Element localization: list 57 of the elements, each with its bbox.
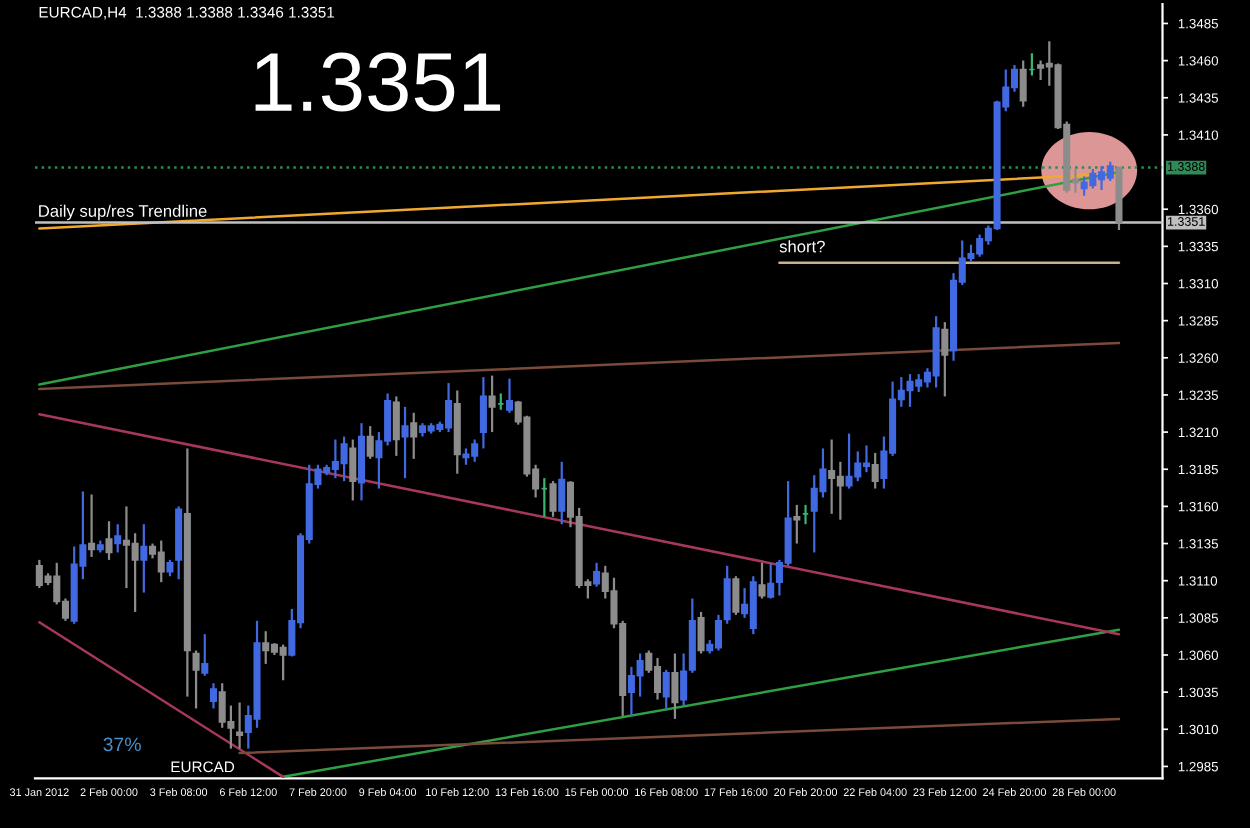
candlestick xyxy=(862,444,871,474)
candlestick xyxy=(401,405,409,480)
candlestick xyxy=(732,575,740,616)
annotation: short? xyxy=(779,240,825,253)
candlestick xyxy=(410,411,418,460)
candlestick xyxy=(88,493,96,559)
candlestick xyxy=(810,474,818,554)
candlestick xyxy=(262,630,270,666)
candlestick xyxy=(1089,167,1097,190)
candlestick xyxy=(1037,59,1045,82)
candlestick xyxy=(1019,59,1027,108)
candlestick xyxy=(906,373,914,408)
candlestick xyxy=(697,610,705,655)
candlestick xyxy=(349,438,357,502)
candlestick xyxy=(218,682,226,729)
candlestick xyxy=(157,539,165,584)
candlestick xyxy=(279,643,287,682)
candlestick xyxy=(558,460,566,526)
candlestick xyxy=(1106,160,1114,183)
annotation: 37% xyxy=(103,737,141,752)
candlestick xyxy=(236,701,244,750)
candlestick xyxy=(549,480,557,518)
candlestick xyxy=(479,376,487,450)
candlestick xyxy=(767,561,775,600)
candlestick xyxy=(836,460,844,521)
candlestick xyxy=(140,523,148,594)
annotation: 1.3351 xyxy=(255,52,501,112)
candlestick xyxy=(871,451,879,490)
candlestick xyxy=(749,575,757,636)
candlestick xyxy=(854,450,862,483)
candlestick xyxy=(758,561,766,600)
candlestick xyxy=(201,633,209,677)
candlestick xyxy=(131,532,139,613)
candlestick xyxy=(845,432,853,490)
candlestick xyxy=(340,435,348,483)
candlestick xyxy=(714,613,722,652)
candlestick xyxy=(114,523,122,554)
candlestick xyxy=(1080,175,1088,197)
candlestick xyxy=(488,374,496,434)
candlestick xyxy=(505,377,514,414)
candlestick xyxy=(392,395,400,457)
candlestick xyxy=(941,321,949,398)
candlestick xyxy=(209,682,218,710)
candlestick xyxy=(723,564,731,625)
candlestick xyxy=(653,656,662,701)
candlestick xyxy=(105,520,113,561)
candlestick xyxy=(793,503,801,545)
candlestick xyxy=(192,649,200,710)
candlestick xyxy=(662,668,670,710)
candlestick xyxy=(366,425,374,460)
candlestick xyxy=(636,652,644,698)
annotation: Daily sup/res Trendline xyxy=(39,204,207,221)
candlestick xyxy=(671,652,679,720)
candlestick xyxy=(828,438,836,515)
candlestick xyxy=(593,561,601,588)
candlestick xyxy=(932,315,940,389)
candlestick xyxy=(357,422,366,502)
